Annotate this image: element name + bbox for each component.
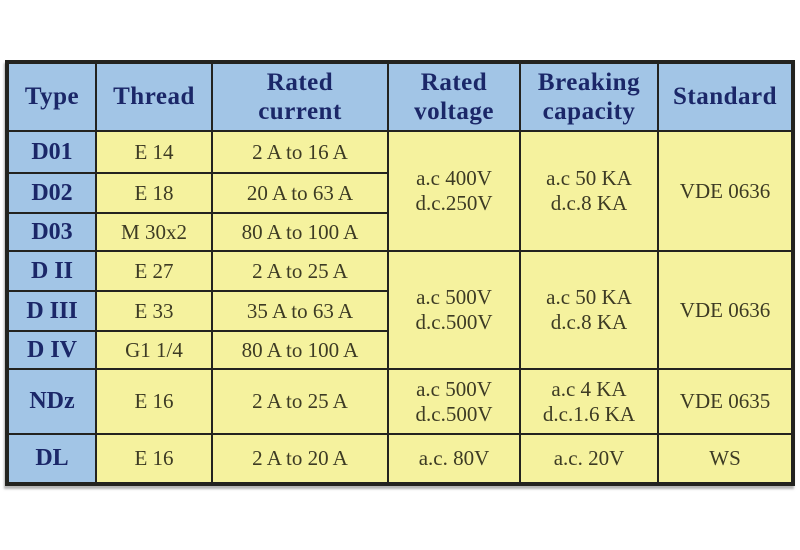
- table-row-d03: D03 M 30x2 80 A to 100 A: [6, 212, 793, 252]
- cell-breaking-group2: a.c 50 KA d.c.8 KA: [519, 250, 659, 370]
- cell-breaking-dl: a.c. 20V: [519, 433, 659, 485]
- cell-current-d01: 2 A to 16 A: [211, 130, 389, 174]
- cell-type-ndz: NDz: [6, 368, 97, 435]
- cell-current-div: 80 A to 100 A: [211, 330, 389, 370]
- cell-standard-group2: VDE 0636: [657, 250, 794, 370]
- cell-voltage-group1: a.c 400V d.c.250V: [387, 130, 521, 252]
- cell-voltage-ndz: a.c 500V d.c.500V: [387, 368, 521, 435]
- cell-standard-dl: WS: [657, 433, 794, 485]
- cell-type-d01: D01: [6, 130, 97, 174]
- cell-current-diii: 35 A to 63 A: [211, 290, 389, 332]
- cell-thread-div: G1 1/4: [95, 330, 213, 370]
- header-thread: Thread: [95, 61, 213, 132]
- header-rated-current: Rated current: [211, 61, 389, 132]
- cell-current-dii: 2 A to 25 A: [211, 250, 389, 292]
- table-row-d01: D01 E 14 2 A to 16 A a.c 400V d.c.250V a…: [6, 130, 794, 252]
- cell-current-ndz: 2 A to 25 A: [211, 368, 389, 435]
- cell-voltage-dl: a.c. 80V: [387, 433, 521, 485]
- table-row-d02: D02 E 18 20 A to 63 A: [6, 172, 793, 214]
- cell-voltage-group2: a.c 500V d.c.500V: [387, 250, 521, 370]
- cell-type-dii: D II: [6, 250, 97, 292]
- cell-type-d03: D03: [6, 212, 97, 252]
- cell-breaking-group1: a.c 50 KA d.c.8 KA: [519, 130, 659, 252]
- header-type: Type: [6, 61, 97, 132]
- cell-thread-diii: E 33: [95, 290, 213, 332]
- table-row-dii: D II E 27 2 A to 25 A a.c 500V d.c.500V …: [6, 250, 794, 370]
- cell-standard-ndz: VDE 0635: [657, 368, 794, 435]
- cell-type-diii: D III: [6, 290, 97, 332]
- cell-thread-d02: E 18: [95, 172, 213, 214]
- header-rated-voltage: Rated voltage: [387, 61, 521, 132]
- table-row-ndz: NDz E 16 2 A to 25 A a.c 500V d.c.500V a…: [6, 368, 794, 435]
- cell-thread-dii: E 27: [95, 250, 213, 292]
- cell-type-d02: D02: [6, 172, 97, 214]
- cell-thread-dl: E 16: [95, 433, 213, 485]
- table-row-div: D IV G1 1/4 80 A to 100 A: [6, 330, 793, 370]
- cell-type-div: D IV: [6, 330, 97, 370]
- cell-thread-d03: M 30x2: [95, 212, 213, 252]
- cell-breaking-ndz: a.c 4 KA d.c.1.6 KA: [519, 368, 659, 435]
- cell-standard-group1: VDE 0636: [657, 130, 794, 252]
- cell-current-dl: 2 A to 20 A: [211, 433, 389, 485]
- table-row-diii: D III E 33 35 A to 63 A: [6, 290, 793, 332]
- header-standard: Standard: [657, 61, 794, 132]
- cell-current-d02: 20 A to 63 A: [211, 172, 389, 214]
- cell-type-dl: DL: [6, 433, 97, 485]
- cell-thread-d01: E 14: [95, 130, 213, 174]
- header-breaking-capacity: Breaking capacity: [519, 61, 659, 132]
- cell-thread-ndz: E 16: [95, 368, 213, 435]
- fuse-specification-table: Type Thread Rated current Rated voltage …: [5, 60, 795, 486]
- table-row-dl: DL E 16 2 A to 20 A a.c. 80V a.c. 20V WS: [6, 433, 794, 485]
- table-header-row: Type Thread Rated current Rated voltage …: [6, 61, 794, 132]
- cell-current-d03: 80 A to 100 A: [211, 212, 389, 252]
